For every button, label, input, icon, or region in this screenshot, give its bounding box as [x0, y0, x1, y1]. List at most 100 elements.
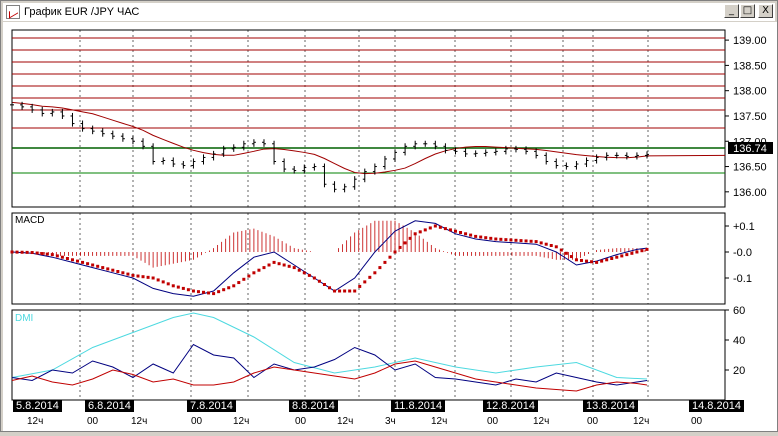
minimize-button[interactable]: _ [724, 4, 739, 18]
macd-signal-dot [227, 286, 231, 290]
macd-signal-dot [111, 268, 115, 272]
macd-signal-dot [202, 290, 206, 294]
macd-signal-dot [222, 288, 226, 292]
hour-label: 12ч [337, 416, 354, 427]
macd-signal-dot [126, 272, 130, 276]
close-button[interactable]: X [758, 4, 773, 18]
macd-signal-dot [363, 280, 367, 284]
date-label: 13.8.2014 [583, 400, 638, 412]
macd-signal-dot [252, 271, 256, 275]
macd-signal-dot [146, 275, 150, 279]
macd-signal-dot [65, 257, 69, 260]
macd-signal-dot [418, 230, 422, 234]
macd-signal-dot [423, 228, 427, 232]
macd-signal-dot [272, 260, 276, 264]
title-bar[interactable]: График EUR /JPY ЧАС _ □ X [3, 3, 775, 21]
macd-signal-dot [328, 286, 331, 290]
macd-signal-dot [383, 260, 387, 264]
price-tick-label: 136.50 [733, 162, 767, 174]
macd-signal-dot [282, 263, 286, 267]
hour-label: 12ч [533, 416, 550, 427]
maximize-button[interactable]: □ [740, 4, 755, 18]
macd-signal-dot [433, 224, 437, 228]
macd-signal-dot [25, 250, 29, 254]
macd-signal-dot [312, 276, 316, 280]
macd-axis: +0.1 -0.0 -0.1 [725, 221, 755, 285]
hour-label: 3ч [385, 416, 396, 427]
macd-signal-dot [464, 232, 468, 236]
macd-signal-dot [262, 266, 266, 270]
macd-tick-label: +0.1 [733, 221, 755, 233]
macd-signal-dot [443, 227, 447, 231]
date-label: 6.8.2014 [85, 400, 134, 412]
price-panel [11, 29, 726, 208]
macd-signal-dot [267, 263, 271, 267]
macd-signal-dot [358, 284, 362, 288]
macd-signal-dot [585, 259, 589, 263]
macd-signal-dot [499, 237, 503, 241]
hour-label: 12ч [633, 416, 650, 427]
macd-signal-dot [605, 258, 609, 262]
hour-label: 12ч [431, 416, 448, 427]
macd-signal-dot [343, 289, 347, 293]
macd-signal-dot [96, 264, 100, 268]
macd-signal-dot [610, 257, 614, 260]
macd-signal-dot [131, 273, 135, 277]
macd-signal-dot [297, 268, 301, 272]
macd-signal-dot [171, 284, 175, 288]
macd-signal-dot [166, 282, 170, 286]
dmi-panel [11, 309, 726, 401]
macd-signal-dot [353, 289, 357, 293]
macd-signal-dot [338, 289, 342, 293]
macd-tick-label: -0.1 [733, 273, 752, 285]
date-label: 14.8.2014 [689, 400, 744, 412]
hour-label: 00 [87, 416, 99, 427]
macd-signal-dot [635, 250, 639, 254]
chart-area: 139.00138.50138.00137.50137.00136.50136.… [3, 22, 777, 431]
dmi-axis: 60 40 20 [725, 305, 745, 377]
macd-signal-dot [242, 277, 246, 281]
macd-signal-dot [191, 289, 195, 293]
macd-signal-dot [559, 248, 563, 252]
chart-app-icon [6, 5, 20, 19]
macd-signal-dot [55, 254, 59, 258]
macd-signal-dot [232, 284, 236, 288]
hour-label: 00 [487, 416, 499, 427]
macd-signal-dot [474, 234, 478, 238]
dmi-tick-label: 20 [733, 365, 745, 377]
macd-signal-dot [292, 266, 296, 270]
macd-signal-dot [212, 292, 216, 296]
macd-signal-dot [116, 270, 120, 273]
macd-signal-dot [579, 258, 583, 262]
macd-signal-dot [438, 225, 442, 229]
dmi-plus-line [11, 343, 648, 386]
macd-signal-dot [484, 236, 488, 240]
dmi-tick-label: 40 [733, 335, 745, 347]
macd-signal-dot [101, 266, 105, 270]
macd-signal-dot [186, 288, 190, 292]
macd-signal-dot [534, 240, 538, 244]
macd-signal-dot [161, 280, 165, 284]
price-tick-label: 137.50 [733, 111, 767, 123]
macd-signal-dot [86, 262, 90, 266]
dmi-label: DMI [15, 313, 33, 324]
current-price-label: 136.74 [733, 143, 767, 155]
macd-signal-dot [35, 251, 39, 255]
macd-signal-dot [378, 266, 382, 270]
macd-signal-dot [40, 252, 44, 256]
macd-signal-dot [388, 255, 392, 259]
macd-signal-dot [368, 275, 372, 279]
price-tick-label: 136.00 [733, 187, 767, 199]
macd-signal-dot [237, 281, 241, 285]
price-tick-label: 138.00 [733, 86, 767, 98]
macd-signal-dot [81, 260, 85, 264]
macd-signal-dot [307, 273, 311, 277]
macd-signal-dot [479, 235, 483, 239]
macd-signal-dot [10, 250, 14, 254]
macd-signal-dot [136, 274, 140, 278]
macd-histogram [15, 220, 646, 268]
macd-signal-dot [257, 268, 261, 272]
macd-signal-dot [453, 229, 457, 233]
current-price-marker [728, 142, 773, 154]
macd-signal-dot [247, 274, 251, 278]
